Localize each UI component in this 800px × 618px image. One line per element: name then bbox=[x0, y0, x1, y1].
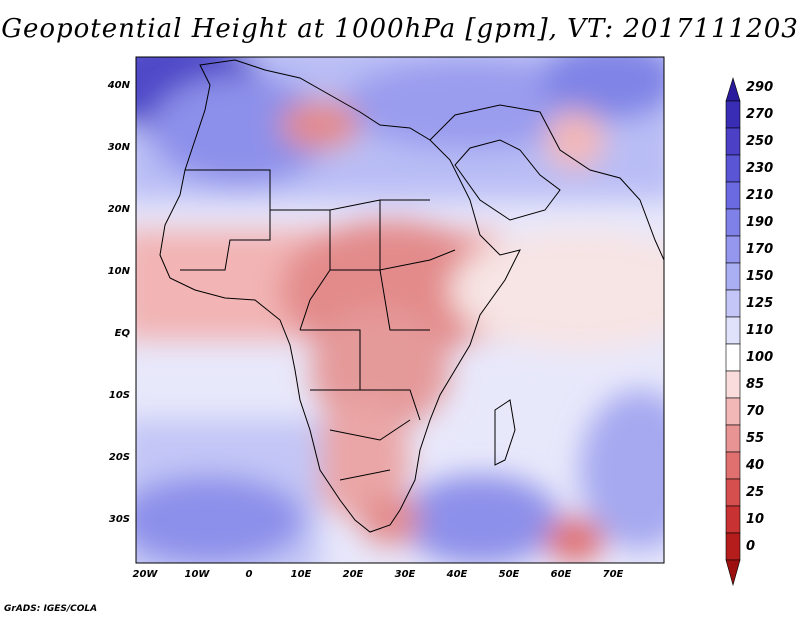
lat-label-20n: 20N bbox=[108, 204, 131, 215]
colorbar-segment bbox=[725, 235, 741, 264]
colorbar-label: 40 bbox=[745, 458, 764, 473]
colorbar-segment bbox=[725, 424, 741, 453]
colorbar-segment bbox=[725, 532, 741, 561]
lon-label-30e: 30E bbox=[395, 569, 416, 580]
colorbar-segment bbox=[725, 127, 741, 156]
colorbar-label: 25 bbox=[746, 485, 764, 500]
colorbar-label: 150 bbox=[746, 269, 773, 284]
colorbar-segment bbox=[725, 316, 741, 345]
lat-label-eq: EQ bbox=[115, 328, 131, 339]
lat-label-30s: 30S bbox=[109, 514, 130, 525]
colorbar-segment bbox=[725, 478, 741, 507]
colorbar-segment bbox=[725, 262, 741, 291]
colorbar-label: 10 bbox=[746, 512, 764, 527]
colorbar-label: 250 bbox=[746, 134, 773, 149]
colorbar bbox=[725, 76, 741, 587]
colorbar-segment bbox=[725, 208, 741, 237]
map-frame bbox=[135, 56, 665, 564]
colorbar-segment bbox=[725, 181, 741, 210]
colorbar-labels: 290 270 250 230 210 190 170 150 125 110 … bbox=[745, 80, 773, 554]
colorbar-segment bbox=[725, 505, 741, 534]
colorbar-segment bbox=[725, 289, 741, 318]
lat-label-20s: 20S bbox=[109, 452, 130, 463]
lat-label-40n: 40N bbox=[107, 80, 131, 91]
colorbar-segment bbox=[725, 559, 741, 587]
lon-label-0: 0 bbox=[246, 569, 253, 580]
colorbar-segment bbox=[725, 100, 741, 129]
colorbar-segment bbox=[725, 370, 741, 399]
colorbar-label: 110 bbox=[746, 323, 773, 338]
colorbar-label: 270 bbox=[746, 107, 773, 122]
colorbar-label: 125 bbox=[746, 296, 773, 311]
colorbar-label: 85 bbox=[746, 377, 764, 392]
colorbar-segment bbox=[725, 76, 741, 102]
colorbar-segment bbox=[725, 451, 741, 480]
colorbar-label: 100 bbox=[746, 350, 773, 365]
credit-text: GrADS: IGES/COLA bbox=[4, 604, 98, 614]
lon-label-10e: 10E bbox=[291, 569, 312, 580]
coastlines bbox=[159, 59, 664, 533]
colorbar-label: 70 bbox=[746, 404, 764, 419]
lat-label-10n: 10N bbox=[108, 266, 131, 277]
lon-axis: 20W 10W 0 10E 20E 30E 40E 50E 60E 70E bbox=[133, 569, 624, 580]
lon-label-50e: 50E bbox=[499, 569, 520, 580]
lon-label-10w: 10W bbox=[185, 569, 211, 580]
lat-axis: 40N 30N 20N 10N EQ 10S 20S 30S bbox=[107, 80, 131, 525]
colorbar-label: 0 bbox=[746, 539, 755, 554]
lon-label-20e: 20E bbox=[343, 569, 364, 580]
lat-label-30n: 30N bbox=[108, 142, 131, 153]
lon-label-20w: 20W bbox=[133, 569, 159, 580]
lat-label-10s: 10S bbox=[109, 390, 130, 401]
colorbar-label: 210 bbox=[746, 188, 773, 203]
colorbar-label: 170 bbox=[746, 242, 773, 257]
lon-label-70e: 70E bbox=[603, 569, 624, 580]
lon-label-60e: 60E bbox=[551, 569, 572, 580]
colorbar-label: 290 bbox=[746, 80, 773, 95]
colorbar-label: 190 bbox=[746, 215, 773, 230]
map-title: Geopotential Height at 1000hPa [gpm], VT… bbox=[1, 14, 799, 44]
colorbar-label: 230 bbox=[746, 161, 773, 176]
lon-label-40e: 40E bbox=[446, 569, 468, 580]
colorbar-segment bbox=[725, 154, 741, 183]
colorbar-label: 55 bbox=[746, 431, 764, 446]
colorbar-segment bbox=[725, 397, 741, 426]
geopotential-field bbox=[136, 57, 664, 563]
colorbar-segment bbox=[725, 343, 741, 372]
